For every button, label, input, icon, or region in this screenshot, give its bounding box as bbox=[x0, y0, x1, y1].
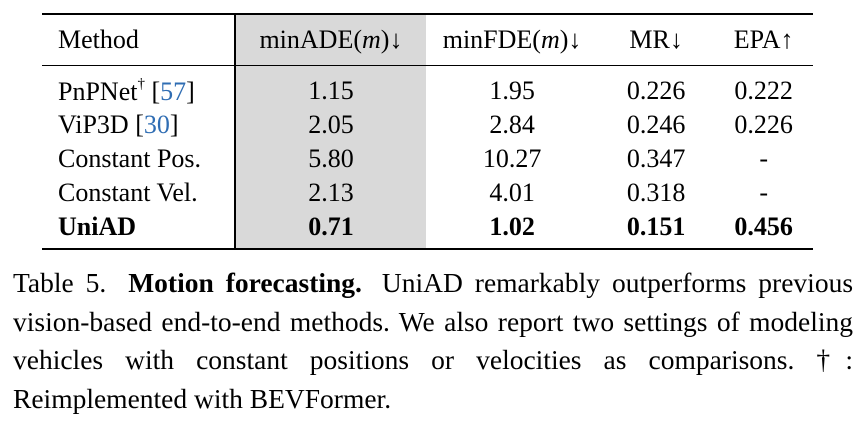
min-fde-cell: 10.27 bbox=[482, 144, 542, 173]
table-caption: Table 5. Motion forecasting. UniAD remar… bbox=[13, 264, 853, 418]
min-ade-cell: 1.15 bbox=[233, 65, 427, 108]
header-mr: MR↓ bbox=[597, 14, 715, 66]
mr-cell: 0.151 bbox=[626, 212, 686, 241]
caption-title: Motion forecasting. bbox=[128, 267, 362, 298]
epa-cell: 0.226 bbox=[734, 110, 793, 139]
citation-link[interactable]: 57 bbox=[160, 77, 187, 106]
header-min-ade: minADE(m)↓ bbox=[233, 14, 427, 66]
epa-cell: - bbox=[759, 144, 768, 173]
mr-cell: 0.347 bbox=[626, 144, 686, 173]
method-cell: ViP3D [30] bbox=[58, 110, 179, 139]
epa-cell: - bbox=[759, 178, 768, 207]
method-name: PnPNet bbox=[58, 77, 138, 106]
header-min-fde-unit: m bbox=[540, 25, 560, 54]
results-table-container: Method minADE(m)↓ minFDE(m)↓ MR↓ EPA↑ Pn… bbox=[42, 13, 813, 250]
method-cell: UniAD bbox=[58, 212, 137, 241]
table-row: PnPNet† [57] 1.15 1.95 0.226 0.222 bbox=[42, 65, 813, 108]
min-ade-cell: 5.80 bbox=[233, 142, 427, 176]
mr-cell: 0.318 bbox=[626, 178, 686, 207]
table-header-row: Method minADE(m)↓ minFDE(m)↓ MR↓ EPA↑ bbox=[42, 14, 813, 66]
table-row-highlight: UniAD 0.71 1.02 0.151 0.456 bbox=[42, 210, 813, 249]
caption-label: Table 5. bbox=[13, 267, 107, 298]
dagger-superscript: † bbox=[137, 76, 145, 92]
table-row: Constant Vel. 2.13 4.01 0.318 - bbox=[42, 176, 813, 210]
epa-cell: 0.456 bbox=[734, 212, 793, 241]
min-fde-cell: 4.01 bbox=[489, 178, 535, 207]
method-name: ViP3D bbox=[58, 110, 129, 139]
header-min-ade-post: )↓ bbox=[380, 25, 403, 54]
epa-cell: 0.222 bbox=[734, 76, 793, 105]
method-cell: Constant Vel. bbox=[58, 178, 198, 207]
header-min-fde-pre: minFDE( bbox=[442, 25, 541, 54]
mr-cell: 0.246 bbox=[626, 110, 686, 139]
method-cell: PnPNet† [57] bbox=[58, 76, 195, 106]
header-method: Method bbox=[42, 14, 235, 66]
min-fde-cell: 1.02 bbox=[489, 212, 535, 241]
header-epa: EPA↑ bbox=[714, 14, 813, 66]
min-ade-cell: 2.05 bbox=[233, 108, 427, 142]
min-ade-cell: 0.71 bbox=[233, 210, 427, 249]
motion-forecasting-table: Method minADE(m)↓ minFDE(m)↓ MR↓ EPA↑ Pn… bbox=[42, 13, 813, 250]
header-min-ade-pre: minADE( bbox=[259, 25, 362, 54]
method-cell: Constant Pos. bbox=[58, 144, 202, 173]
header-min-ade-unit: m bbox=[362, 25, 381, 54]
min-fde-cell: 2.84 bbox=[489, 110, 535, 139]
mr-cell: 0.226 bbox=[626, 76, 686, 105]
min-ade-cell: 2.13 bbox=[233, 176, 427, 210]
min-fde-cell: 1.95 bbox=[489, 76, 535, 105]
citation-link[interactable]: 30 bbox=[143, 110, 170, 139]
caption-text: UniAD remarkably outperforms previous vi… bbox=[13, 267, 854, 414]
header-min-fde-post: )↓ bbox=[559, 25, 582, 54]
header-min-fde: minFDE(m)↓ bbox=[426, 14, 598, 66]
table-row: ViP3D [30] 2.05 2.84 0.246 0.226 bbox=[42, 108, 813, 142]
table-row: Constant Pos. 5.80 10.27 0.347 - bbox=[42, 142, 813, 176]
